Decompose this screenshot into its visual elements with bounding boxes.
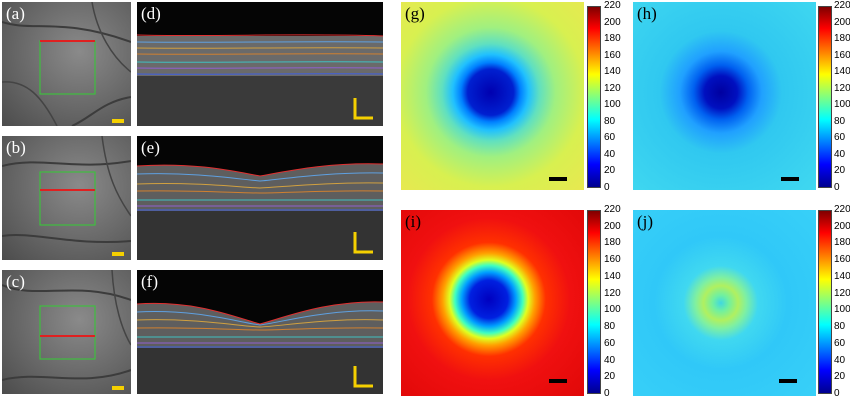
- colorbar-tick-label: 140: [604, 66, 621, 78]
- colorbar-tick-label: 80: [604, 321, 616, 333]
- colorbar-tick-label: 220: [604, 204, 621, 215]
- panel-label-i: (i): [405, 212, 422, 231]
- colorbar-tick-label: 220: [604, 0, 621, 11]
- colorbar-tick-label: 220: [834, 0, 850, 11]
- oct-bscan-f: (f): [137, 270, 383, 394]
- oct-layers-e: [137, 163, 383, 260]
- scale-bar: [112, 119, 124, 123]
- panel-label-b: (b): [6, 138, 26, 157]
- scale-bar: [353, 98, 373, 120]
- colorbar-tick-label: 80: [834, 115, 846, 127]
- oct-bscan-d: (d): [137, 2, 383, 126]
- colorbar-tick-label: 60: [604, 337, 616, 349]
- fundus-image-c: (c): [2, 270, 131, 394]
- scale-bar: [781, 177, 799, 181]
- colorbar-tick-label: 60: [834, 337, 846, 349]
- colorbar-tick-label: 160: [604, 254, 621, 266]
- colorbar-tick-label: 0: [604, 182, 610, 193]
- panel-label-f: (f): [141, 272, 158, 291]
- colorbar-tick-label: 80: [604, 115, 616, 127]
- colorbar-g: [587, 6, 601, 188]
- panel-label-d: (d): [141, 4, 161, 23]
- colorbar-tick-label: 20: [834, 371, 846, 383]
- colorbar-tick-label: 160: [604, 49, 621, 61]
- panel-label-c: (c): [6, 272, 25, 291]
- colorbar-tick-label: 120: [604, 287, 621, 299]
- colorbar-tick-label: 60: [834, 132, 846, 144]
- oct-bscan-e: (e): [137, 136, 383, 260]
- scale-bar: [779, 379, 797, 383]
- colorbar-tick-label: 20: [604, 165, 616, 177]
- thickness-map-h: (h): [633, 2, 816, 190]
- colorbar-tick-label: 40: [834, 148, 846, 160]
- colorbar-tick-label: 0: [834, 388, 840, 399]
- colorbar-tick-label: 100: [604, 304, 621, 316]
- colorbar-tick-label: 20: [604, 371, 616, 383]
- colorbar-tick-label: 200: [834, 220, 850, 232]
- colorbar-tick-label: 200: [834, 16, 850, 28]
- colorbar-tick-label: 140: [604, 270, 621, 282]
- colorbar-h: [818, 6, 832, 188]
- oct-layers-d: [137, 34, 383, 126]
- colorbar-ticks-j: 220 200 180 160 140 120 100 80 60 40 20 0: [834, 205, 850, 399]
- colorbar-tick-label: 200: [604, 220, 621, 232]
- roi-box: [39, 40, 96, 95]
- fundus-vessels-c: [2, 270, 131, 390]
- colorbar-ticks-g: 220 200 180 160 140 120 100 80 60 40 20 0: [604, 1, 628, 193]
- colorbar-tick-label: 80: [834, 321, 846, 333]
- thickness-map-g: (g): [401, 2, 584, 190]
- colorbar-tick-label: 200: [604, 16, 621, 28]
- colorbar-ticks-i: 220 200 180 160 140 120 100 80 60 40 20 0: [604, 205, 628, 399]
- colorbar-tick-label: 120: [834, 82, 850, 94]
- thickness-map-i: (i): [401, 210, 584, 396]
- panel-label-g: (g): [405, 4, 425, 23]
- colorbar-tick-label: 40: [604, 354, 616, 366]
- colorbar-tick-label: 40: [604, 148, 616, 160]
- colorbar-tick-label: 40: [834, 354, 846, 366]
- colorbar-tick-label: 100: [834, 304, 850, 316]
- panel-label-h: (h): [637, 4, 657, 23]
- colorbar-tick-label: 120: [604, 82, 621, 94]
- colorbar-tick-label: 100: [604, 99, 621, 111]
- panel-label-j: (j): [637, 212, 654, 231]
- panel-label-a: (a): [6, 4, 25, 23]
- colorbar-tick-label: 160: [834, 254, 850, 266]
- colorbar-tick-label: 20: [834, 165, 846, 177]
- fundus-vessels-b: [2, 136, 131, 256]
- colorbar-tick-label: 60: [604, 132, 616, 144]
- colorbar-tick-label: 180: [604, 237, 621, 249]
- colorbar-tick-label: 180: [834, 237, 850, 249]
- scale-bar: [549, 379, 567, 383]
- colorbar-tick-label: 160: [834, 49, 850, 61]
- colorbar-tick-label: 0: [834, 182, 840, 193]
- colorbar-tick-label: 0: [604, 388, 610, 399]
- colorbar-tick-label: 120: [834, 287, 850, 299]
- colorbar-i: [587, 210, 601, 394]
- thickness-map-j: (j): [633, 210, 816, 396]
- colorbar-j: [818, 210, 832, 394]
- colorbar-tick-label: 140: [834, 270, 850, 282]
- colorbar-tick-label: 140: [834, 66, 850, 78]
- colorbar-tick-label: 220: [834, 204, 850, 215]
- colorbar-tick-label: 100: [834, 99, 850, 111]
- panel-label-e: (e): [141, 138, 160, 157]
- fundus-image-a: (a): [2, 2, 131, 126]
- colorbar-tick-label: 180: [834, 33, 850, 45]
- oct-layers-f: [137, 301, 383, 394]
- fundus-vessels-a: [2, 2, 131, 126]
- fundus-image-b: (b): [2, 136, 131, 260]
- colorbar-ticks-h: 220 200 180 160 140 120 100 80 60 40 20 0: [834, 1, 850, 193]
- colorbar-tick-label: 180: [604, 33, 621, 45]
- scale-bar: [549, 177, 567, 181]
